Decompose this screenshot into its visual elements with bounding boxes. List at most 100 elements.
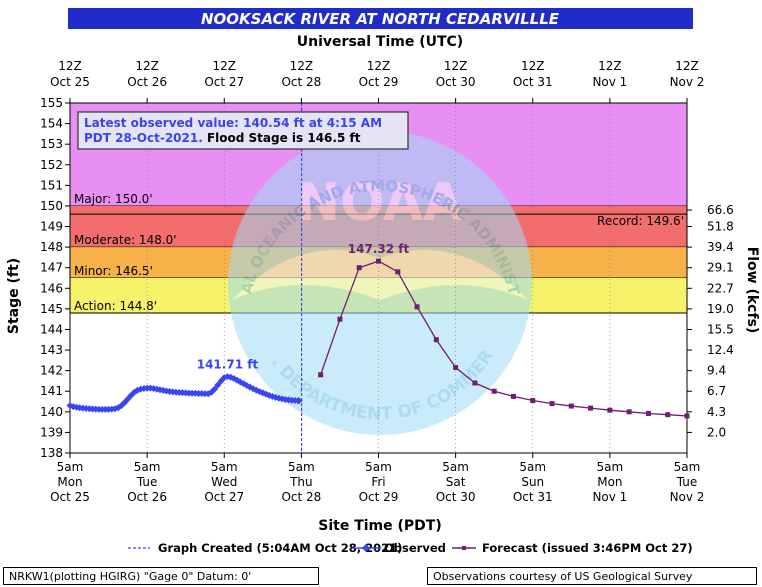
flow-tick-label: 39.4	[707, 240, 734, 254]
x-tick-label-date: Oct 28	[281, 490, 321, 504]
forecast-point	[337, 316, 343, 322]
x-tick-label-date: Oct 26	[127, 490, 167, 504]
x-tick-label-date: Nov 1	[592, 490, 627, 504]
forecast-point	[453, 365, 459, 371]
y-axis-right-title: Flow (kcfs)	[744, 247, 760, 334]
flow-tick-label: 2.0	[707, 425, 726, 439]
y-tick-label: 143	[40, 343, 63, 357]
peak-label-observed: 141.71 ft	[197, 358, 259, 372]
x-tick-label-time: 5am	[674, 460, 701, 474]
x-tick-label-day: Mon	[597, 475, 622, 489]
forecast-point	[356, 265, 362, 271]
forecast-point	[530, 398, 536, 403]
forecast-point	[684, 413, 690, 419]
y-tick-label: 146	[40, 281, 63, 295]
forecast-point	[376, 258, 381, 264]
x-tick-label-day: Tue	[136, 475, 158, 489]
chart-grid	[146, 103, 611, 453]
threshold-label-minor: Minor: 146.5'	[74, 264, 153, 278]
noaa-logo-circle	[228, 131, 532, 435]
y-tick-label: 148	[40, 240, 63, 254]
forecast-point	[395, 269, 401, 275]
forecast-point	[491, 388, 497, 394]
y-axis-title: Stage (ft)	[6, 258, 22, 334]
y-tick-label: 152	[40, 158, 63, 172]
x-tick-label-time: 5am	[519, 460, 546, 474]
y-tick-label: 140	[40, 405, 63, 419]
flow-tick-label: 6.7	[707, 384, 726, 398]
x-tick-label-day: Tue	[676, 475, 698, 489]
chart-title: NOOKSACK RIVER AT NORTH CEDARVILLLE	[201, 10, 560, 28]
y-tick-label: 149	[40, 220, 63, 234]
flow-tick-label: 15.5	[707, 322, 734, 336]
y-tick-label: 144	[40, 322, 63, 336]
x-tick-label-time: 5am	[57, 460, 84, 474]
forecast-point	[665, 412, 671, 418]
top-x-tick-label-date: Nov 1	[592, 75, 627, 89]
x-axis-title: Site Time (PDT)	[318, 518, 441, 534]
legend-observed-marker	[362, 544, 370, 552]
x-tick-label-day: Sun	[521, 475, 544, 489]
forecast-point	[626, 409, 632, 415]
legend-forecast-marker	[462, 546, 466, 550]
threshold-label-major: Major: 150.0'	[74, 192, 153, 206]
x-tick-label-date: Oct 29	[359, 490, 399, 504]
x-tick-label-date: Oct 31	[513, 490, 553, 504]
y-tick-label: 138	[40, 446, 63, 460]
record-label: Record: 149.6'	[597, 214, 684, 228]
x-tick-label-time: 5am	[365, 460, 392, 474]
top-x-tick-label-time: 12Z	[521, 59, 545, 73]
chart-legend: Graph Created (5:04AM Oct 28, 2021) Obse…	[128, 541, 693, 555]
y-tick-label: 150	[40, 199, 63, 213]
top-x-tick-label-time: 12Z	[675, 59, 699, 73]
legend-created-label: Graph Created (5:04AM Oct 28, 2021)	[158, 541, 402, 555]
threshold-label-action: Action: 144.8'	[74, 299, 157, 313]
forecast-point	[588, 405, 594, 411]
flow-tick-label: 19.0	[707, 302, 734, 316]
latest-observed-text: Latest observed value: 140.54 ft at 4:15…	[84, 116, 382, 130]
x-tick-label-time: 5am	[442, 460, 469, 474]
top-x-tick-label-date: Oct 25	[50, 75, 90, 89]
x-tick-label-day: Mon	[57, 475, 82, 489]
top-x-tick-label-date: Oct 26	[127, 75, 167, 89]
x-tick-label-date: Oct 30	[436, 490, 476, 504]
y-tick-label: 155	[40, 96, 63, 110]
top-x-tick-label-date: Nov 2	[670, 75, 705, 89]
flow-tick-label: 4.3	[707, 405, 726, 419]
peak-label-forecast: 147.32 ft	[348, 242, 410, 256]
noaa-logo-center-text: NOAA	[297, 173, 464, 233]
x-tick-label-time: 5am	[288, 460, 315, 474]
top-x-tick-label-time: 12Z	[598, 59, 622, 73]
x-tick-label-date: Oct 25	[50, 490, 90, 504]
x-tick-label-time: 5am	[134, 460, 161, 474]
top-x-tick-label-time: 12Z	[213, 59, 237, 73]
x-tick-label-date: Oct 27	[204, 490, 244, 504]
y-tick-label: 153	[40, 137, 63, 151]
noaa-logo-seagull	[232, 250, 528, 300]
x-tick-label-time: 5am	[211, 460, 238, 474]
x-tick-label-day: Fri	[371, 475, 385, 489]
legend-observed-label: Observed	[384, 541, 446, 555]
top-x-tick-label-time: 12Z	[58, 59, 82, 73]
y-tick-label: 154	[40, 117, 63, 131]
forecast-point	[433, 337, 439, 343]
flow-tick-label: 29.1	[707, 261, 734, 275]
forecast-point	[607, 407, 613, 413]
forecast-point	[549, 401, 555, 407]
chart-series: 141.71 ft 147.32 ft	[66, 242, 690, 419]
forecast-point	[568, 403, 574, 409]
y-tick-label: 145	[40, 302, 63, 316]
top-x-tick-label-date: Oct 30	[436, 75, 476, 89]
flow-tick-label: 12.4	[707, 343, 734, 357]
x-tick-label-time: 5am	[597, 460, 624, 474]
top-x-tick-label-time: 12Z	[444, 59, 468, 73]
flow-tick-label: 9.4	[707, 364, 726, 378]
y-tick-label: 139	[40, 425, 63, 439]
forecast-point	[472, 380, 478, 386]
x-tick-label-day: Wed	[211, 475, 237, 489]
top-x-tick-label-time: 12Z	[367, 59, 391, 73]
title-bar	[68, 8, 693, 29]
series-line-forecast	[320, 260, 688, 417]
y-tick-label: 141	[40, 384, 63, 398]
